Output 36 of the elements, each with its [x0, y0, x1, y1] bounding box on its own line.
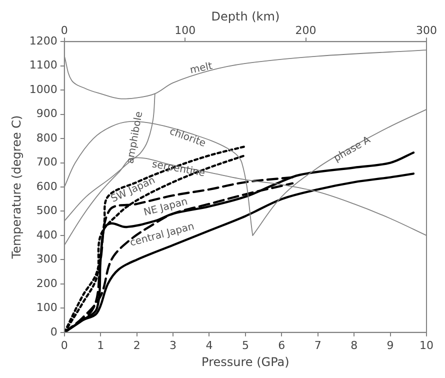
x2-tick-label: 200 — [295, 24, 316, 37]
x-tick-label: 9 — [386, 338, 394, 352]
y-tick-label: 0 — [50, 325, 58, 338]
x-tick-label: 0 — [60, 338, 68, 352]
x2-axis-title: Depth (km) — [211, 9, 280, 24]
x-tick-label: 10 — [420, 338, 434, 352]
x2-tick-label: 100 — [174, 24, 196, 37]
x-tick-label: 8 — [350, 338, 358, 352]
y-tick-label: 900 — [36, 107, 58, 120]
x2-tick-label: 300 — [416, 24, 437, 37]
annotation: NE Japan — [142, 196, 189, 219]
x-tick-label: 1 — [97, 338, 104, 352]
y-tick-label: 300 — [36, 252, 58, 266]
x2-tick-label: 0 — [60, 24, 68, 37]
y-tick-label: 400 — [36, 228, 58, 242]
y-tick-label: 100 — [36, 301, 58, 314]
annotation: serpentine — [151, 159, 206, 180]
x-tick-label: 5 — [242, 338, 249, 352]
y-tick-label: 500 — [36, 204, 58, 218]
annotation: central Japan — [128, 221, 196, 249]
x-tick-label: 4 — [206, 338, 213, 352]
x-axis-title: Pressure (GPa) — [202, 354, 290, 369]
y-tick-label: 600 — [36, 180, 58, 193]
y-tick-label: 1000 — [29, 82, 58, 96]
annotation: melt — [189, 60, 214, 76]
x-tick-label: 6 — [278, 338, 286, 352]
y-tick-label: 800 — [36, 131, 58, 144]
y-tick-label: 1200 — [29, 34, 58, 48]
annotation: amphibole — [125, 110, 146, 164]
x-tick-label: 3 — [170, 338, 177, 352]
x-tick-label: 2 — [133, 338, 140, 352]
y-tick-label: 1100 — [29, 58, 58, 72]
x-tick-label: 7 — [314, 338, 322, 352]
y-axis-title: Temperature (degree C) — [9, 115, 24, 260]
y-tick-label: 700 — [36, 156, 58, 169]
y-tick-label: 200 — [36, 276, 58, 290]
